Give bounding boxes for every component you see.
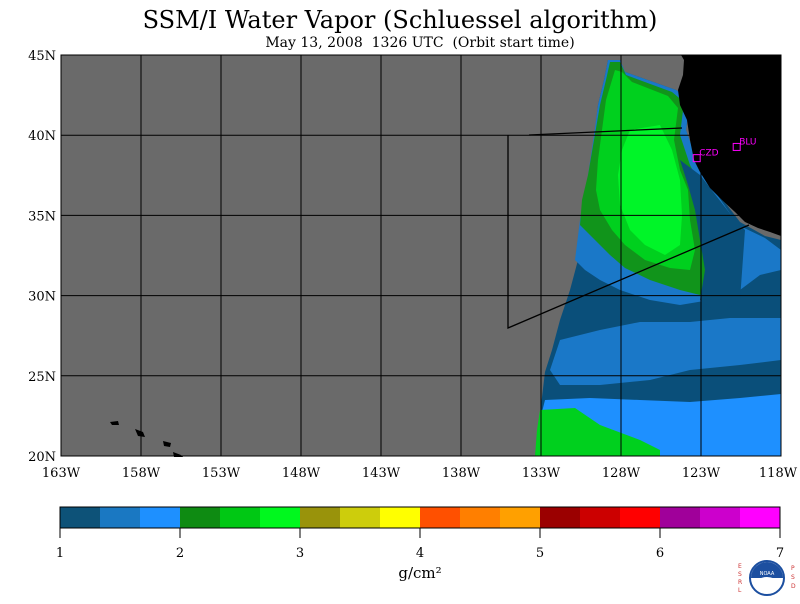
colorbar-box (660, 507, 701, 528)
satellite-swath (535, 60, 781, 456)
colorbar-box (460, 507, 501, 528)
longitude-labels: 163W 158W 153W 148W 143W 138W 133W 128W 123W 118W (42, 466, 798, 481)
colorbar-box (140, 507, 181, 528)
colorbar-tick-label: 1 (56, 546, 64, 561)
noaa-bird-icon (754, 577, 780, 586)
longitude-tick-label: 123W (682, 466, 721, 481)
colorbar-tick-label: 6 (656, 546, 664, 561)
colorbar-box (420, 507, 461, 528)
latitude-tick-label: 20N (28, 450, 56, 465)
swath-low-tongue (680, 160, 745, 315)
colorbar-box (740, 507, 781, 528)
longitude-tick-label: 138W (442, 466, 481, 481)
logo-right-letter: S (791, 574, 795, 581)
colorbar-box (380, 507, 421, 528)
stations-layer: CZD BLU (692, 137, 757, 163)
longitude-tick-label: 118W (759, 466, 798, 481)
map-frame (60, 54, 782, 457)
logo-left-letter: S (738, 571, 742, 578)
colorbar-tick-label: 4 (416, 546, 424, 561)
colorbar-box (580, 507, 621, 528)
latitude-tick-label: 30N (28, 290, 56, 305)
latitude-labels: 45N 40N 35N 30N 25N 20N (28, 49, 56, 465)
longitude-tick-label: 158W (122, 466, 161, 481)
colorbar-box (620, 507, 661, 528)
logo-left-letter: E (738, 563, 742, 570)
longitude-tick-label: 143W (362, 466, 401, 481)
station-marker (732, 142, 741, 151)
noaa-emblem-top (751, 562, 783, 578)
colorbar-tick-label: 7 (776, 546, 784, 561)
station-marker (692, 154, 701, 163)
logo-left-letter: R (738, 579, 742, 586)
station-label: BLU (739, 137, 756, 147)
chart-title: SSM/I Water Vapor (Schluessel algorithm) (142, 6, 658, 34)
colorbar-box (540, 507, 581, 528)
colorbar-box (220, 507, 261, 528)
colorbar-box (340, 507, 381, 528)
colorbar-box (100, 507, 141, 528)
colorbar-ticks: 1 2 3 4 5 6 7 (56, 528, 784, 561)
latitude-tick-label: 40N (28, 129, 56, 144)
swath-green-south (535, 408, 660, 456)
logo-right-letter: P (791, 565, 795, 572)
colorbar-box (300, 507, 341, 528)
longitude-tick-label: 163W (42, 466, 81, 481)
chart-subtitle: May 13, 2008 1326 UTC (Orbit start time) (265, 35, 575, 51)
colorbar-box (700, 507, 741, 528)
logo-right-letter: D (791, 583, 796, 590)
swath-green-bright (618, 125, 682, 255)
longitude-tick-label: 148W (282, 466, 321, 481)
longitude-tick-label: 133W (522, 466, 561, 481)
longitude-tick-label: 153W (202, 466, 241, 481)
latitude-tick-label: 25N (28, 370, 56, 385)
colorbar-box (180, 507, 221, 528)
colorbar-unit: g/cm² (398, 564, 441, 582)
colorbar-tick-label: 5 (536, 546, 544, 561)
colorbar-tick-label: 3 (296, 546, 304, 561)
colorbar-box (60, 507, 101, 528)
colorbar-boxes (60, 507, 781, 528)
noaa-logo: E S R L P S D NOAA (734, 558, 800, 600)
colorbar-tick-label: 2 (176, 546, 184, 561)
orbit-boundary-path (507, 127, 750, 329)
station-label: CZD (699, 149, 718, 159)
logo-center-text: NOAA (760, 571, 775, 577)
colorbar-box (500, 507, 541, 528)
latitude-tick-label: 35N (28, 209, 56, 224)
land-mass (678, 55, 781, 236)
latitude-tick-label: 45N (28, 49, 56, 64)
colorbar-box (260, 507, 301, 528)
longitude-tick-label: 128W (602, 466, 641, 481)
swath-mid-band (550, 318, 781, 385)
logo-left-letter: L (738, 587, 742, 594)
